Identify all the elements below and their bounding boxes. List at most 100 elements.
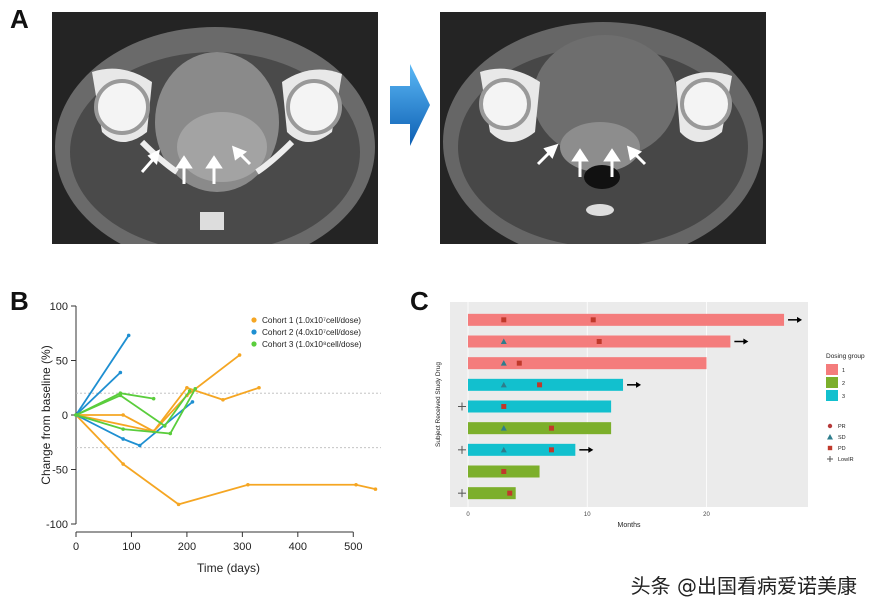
panel-c-label: C [410,286,429,316]
swimmer-bar [468,378,624,391]
legend-marker [251,317,257,323]
data-point [193,387,198,391]
watermark-text: 头条 @出国看病爱诺美康 [630,574,857,598]
legend-label: LowIR [838,457,854,463]
x-tick-label: 0 [466,512,470,518]
data-point [162,424,167,428]
series-line [75,390,191,428]
legend-pd-marker [827,445,833,451]
x-tick-label: 500 [344,541,362,553]
y-tick-label: -50 [52,465,68,477]
data-point [137,443,142,448]
data-point [74,413,78,417]
data-point [187,389,192,393]
sd-marker [500,360,507,366]
data-point [121,462,125,466]
ct-scan-before [52,12,378,244]
data-point [121,437,125,441]
legend-swatch [826,364,838,375]
y-tick-label: 50 [56,356,68,368]
y-tick-label: 0 [62,410,68,422]
ct-scan-after [440,12,766,244]
legend-marker [251,329,257,335]
data-point [190,400,195,404]
legend-label: 1 [842,368,845,374]
legend-label: 2 [842,381,845,387]
swimmer-bar [468,313,785,326]
pd-marker [501,317,507,323]
x-tick-label: 0 [73,541,79,553]
series-line [75,388,197,435]
pd-marker [548,425,554,431]
sd-marker [500,425,507,431]
y-axis-title: Change from baseline (%) [39,345,53,484]
y-tick-label: 100 [50,301,68,313]
legend-label: Cohort 3 (1.0x10⁸cell/dose) [262,340,362,349]
x-tick-label: 200 [178,541,196,553]
swimmer-plot: 0 10 20 Months Subject Received Study Drug Do… [435,302,865,529]
series-line [75,386,260,433]
x-axis-title: Months [618,522,641,529]
legend-label: Cohort 2 (4.0x10⁷cell/dose) [262,328,361,337]
panel-a-label: A [10,4,29,34]
ct-scan-before-image [52,12,378,244]
swimmer-bar [468,357,707,370]
swimmer-bar [468,422,612,435]
x-tick-label: 10 [584,512,591,518]
progression-arrow-icon [390,64,430,146]
swimmer-bar [468,443,576,456]
x-tick-label: 100 [122,541,140,553]
pd-marker [537,382,543,388]
legend-swatch [826,390,838,401]
legend-sd-marker [827,434,833,440]
pd-marker [507,490,513,496]
ongoing-arrow-head-icon [743,338,749,345]
sd-marker [500,381,507,388]
ct-scan-after-image [440,12,766,244]
data-point [121,413,125,417]
data-point [257,385,261,390]
data-point [354,482,358,487]
x-axis-title: Time (days) [197,561,260,575]
x-tick-label: 20 [703,512,710,518]
pd-marker [516,360,522,366]
sd-marker [500,338,507,344]
data-point [168,431,173,436]
series-line [75,414,376,506]
legend-pr-marker [827,423,833,429]
x-tick-label: 400 [289,541,307,553]
swimmer-bar [468,400,612,413]
data-point [151,396,156,401]
pd-marker [501,469,507,474]
legend-swatch [826,377,838,388]
legend-label: Cohort 1 (1.0x10⁷cell/dose) [262,316,361,325]
pd-marker [590,317,596,323]
ongoing-arrow-head-icon [636,381,642,388]
data-point [121,427,125,431]
legend-label: PD [838,446,846,452]
data-point [118,370,123,375]
data-point [176,502,181,507]
pd-marker [548,447,554,453]
legend-label: 3 [842,394,845,400]
series-line [75,334,130,416]
pd-marker [501,404,507,409]
legend-title: Dosing group [826,353,865,360]
legend-marker [251,341,257,347]
data-point [126,333,131,338]
panel-b-label: B [10,286,29,316]
y-tick-label: -100 [46,519,68,531]
pd-marker [596,339,602,344]
ongoing-arrow-head-icon [797,316,803,323]
series-line [75,371,121,416]
legend-label: SD [838,435,846,441]
data-point [185,385,189,390]
data-point [237,353,242,357]
y-axis-title: Subject Received Study Drug [435,362,442,447]
x-tick-label: 300 [233,541,251,553]
ongoing-arrow-head-icon [588,446,594,453]
data-point [373,487,378,491]
data-point [221,397,225,402]
data-point [246,482,250,487]
